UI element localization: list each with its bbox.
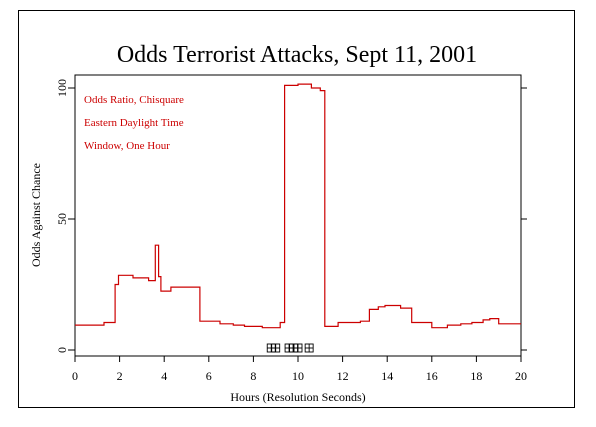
x-tick-label-1: 2 <box>117 369 123 383</box>
annotation-statistic: Odds Ratio, Chisquare <box>84 94 184 106</box>
x-axis-label: Hours (Resolution Seconds) <box>230 390 365 404</box>
series-line-0 <box>75 83 521 329</box>
x-tick-label-10: 20 <box>515 369 527 383</box>
chart-frame <box>18 10 575 408</box>
event-markers <box>266 343 314 353</box>
x-tick-label-0: 0 <box>72 369 78 383</box>
x-tick-label-2: 4 <box>161 369 167 383</box>
y-tick-label-0: 0 <box>55 347 69 353</box>
y-axis-label: Odds Against Chance <box>29 163 43 267</box>
annotations: Odds Ratio, Chisquare Eastern Daylight T… <box>84 94 184 152</box>
x-axis: 0 2 4 6 8 10 12 14 16 18 20 <box>72 356 527 383</box>
x-tick-label-7: 14 <box>381 369 393 383</box>
annotation-timezone: Eastern Daylight Time <box>84 117 184 129</box>
x-tick-label-5: 10 <box>292 369 304 383</box>
chart-title: Odds Terrorist Attacks, Sept 11, 2001 <box>117 42 477 68</box>
y-tick-label-2: 100 <box>55 79 69 97</box>
annotation-window: Window, One Hour <box>84 140 170 152</box>
event-marker-4 <box>293 343 303 353</box>
event-marker-1 <box>271 343 281 353</box>
y-axis: 0 50 100 <box>55 79 527 353</box>
event-marker-5 <box>304 343 314 353</box>
y-tick-label-1: 50 <box>55 213 69 225</box>
x-tick-label-3: 6 <box>206 369 212 383</box>
x-tick-label-8: 16 <box>426 369 438 383</box>
x-tick-label-6: 12 <box>337 369 349 383</box>
series-layer <box>75 83 521 329</box>
x-tick-label-4: 8 <box>250 369 256 383</box>
x-tick-label-9: 18 <box>470 369 482 383</box>
